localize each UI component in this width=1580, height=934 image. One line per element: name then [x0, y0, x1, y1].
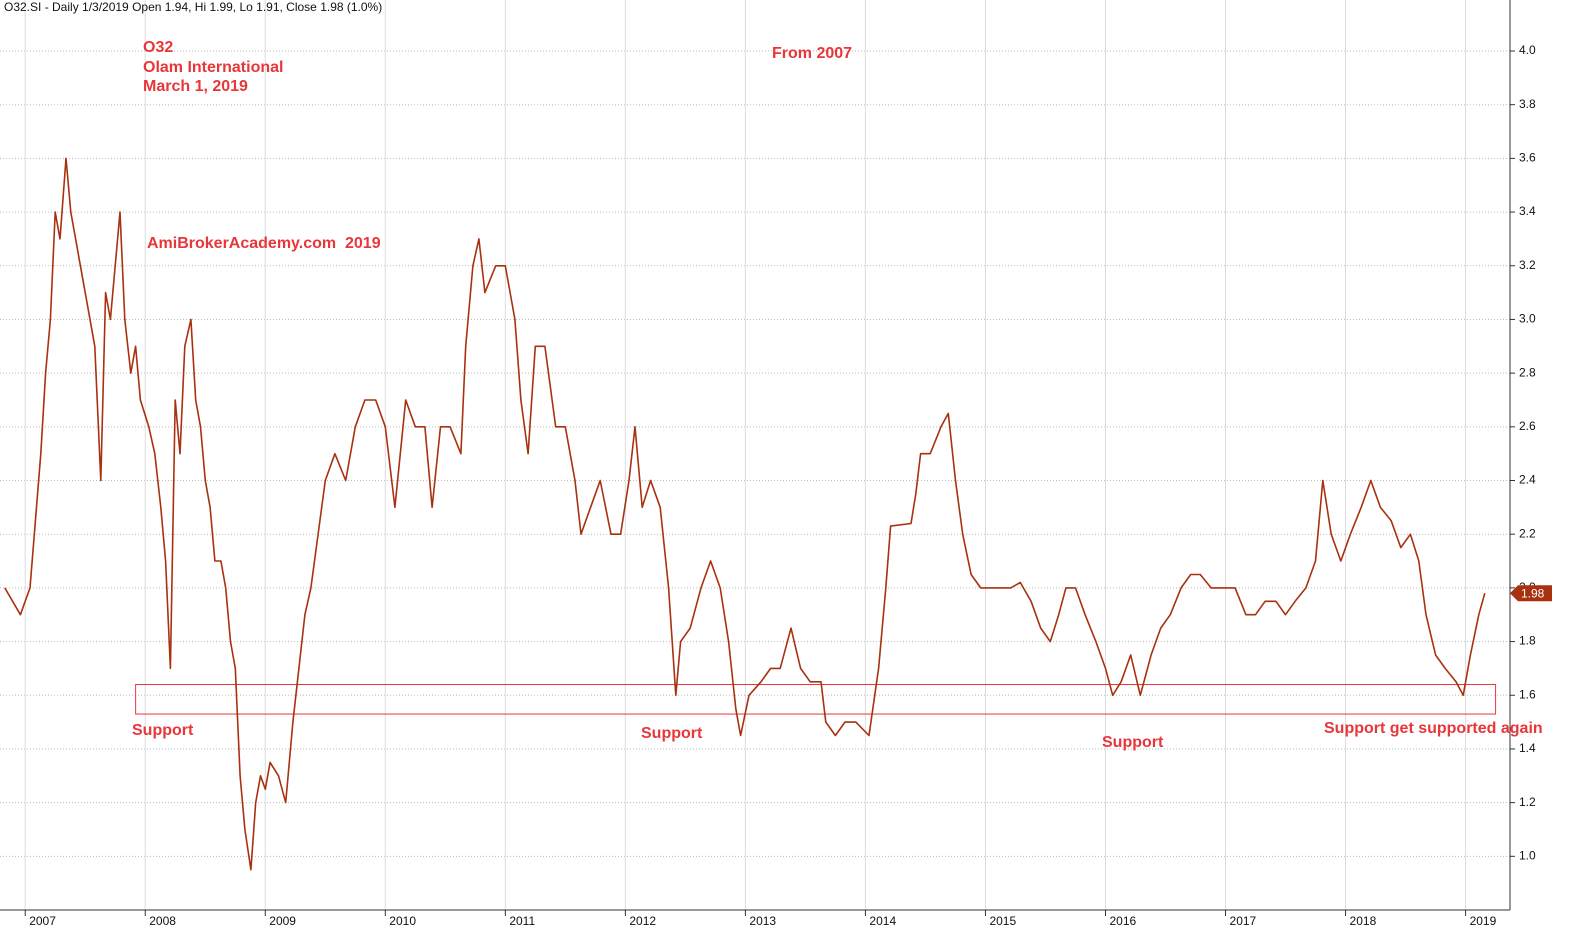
x-tick-label: 2009	[269, 914, 296, 928]
x-tick-label: 2013	[749, 914, 776, 928]
y-tick-label: 3.2	[1519, 258, 1536, 272]
grid: 1.01.21.41.61.82.02.22.42.62.83.03.23.43…	[0, 0, 1536, 928]
annotation: O32	[143, 39, 173, 56]
x-tick-label: 2010	[389, 914, 416, 928]
annotation: AmiBrokerAcademy.com 2019	[147, 235, 381, 252]
y-tick-label: 1.4	[1519, 741, 1536, 755]
y-tick-label: 2.2	[1519, 526, 1536, 540]
price-line	[4, 157, 1486, 871]
x-tick-label: 2017	[1230, 914, 1257, 928]
x-tick-label: 2019	[1470, 914, 1497, 928]
x-tick-label: 2014	[869, 914, 896, 928]
plot	[4, 157, 1497, 871]
x-tick-label: 2011	[509, 914, 535, 928]
y-tick-label: 3.6	[1519, 151, 1536, 165]
annotation: Support get supported again	[1324, 720, 1543, 737]
last-price-marker	[1510, 585, 1552, 602]
y-tick-label: 4.0	[1519, 43, 1536, 57]
y-tick-label: 3.0	[1519, 312, 1536, 326]
y-tick-label: 3.4	[1519, 204, 1536, 218]
last-price-label: 1.98	[1521, 586, 1545, 600]
support-zone	[135, 684, 1497, 715]
y-tick-label: 1.2	[1519, 795, 1536, 809]
y-tick-label: 2.4	[1519, 473, 1536, 487]
chart-title: O32.SI - Daily 1/3/2019 Open 1.94, Hi 1.…	[4, 0, 382, 14]
y-tick-label: 2.6	[1519, 419, 1536, 433]
x-tick-label: 2018	[1350, 914, 1377, 928]
x-tick-label: 2008	[149, 914, 176, 928]
x-tick-label: 2015	[989, 914, 1016, 928]
y-tick-label: 1.6	[1519, 687, 1536, 701]
x-tick-label: 2012	[629, 914, 656, 928]
x-tick-label: 2007	[29, 914, 56, 928]
y-tick-label: 1.0	[1519, 848, 1536, 862]
y-tick-label: 1.8	[1519, 634, 1536, 648]
annotation: From 2007	[772, 45, 852, 62]
annotation: March 1, 2019	[143, 78, 248, 95]
annotation: Support	[132, 722, 194, 739]
annotation: Olam International	[143, 59, 283, 76]
annotation: Support	[1102, 734, 1164, 751]
y-tick-label: 2.8	[1519, 365, 1536, 379]
x-tick-label: 2016	[1109, 914, 1136, 928]
y-tick-label: 3.8	[1519, 97, 1536, 111]
annotation: Support	[641, 725, 703, 742]
